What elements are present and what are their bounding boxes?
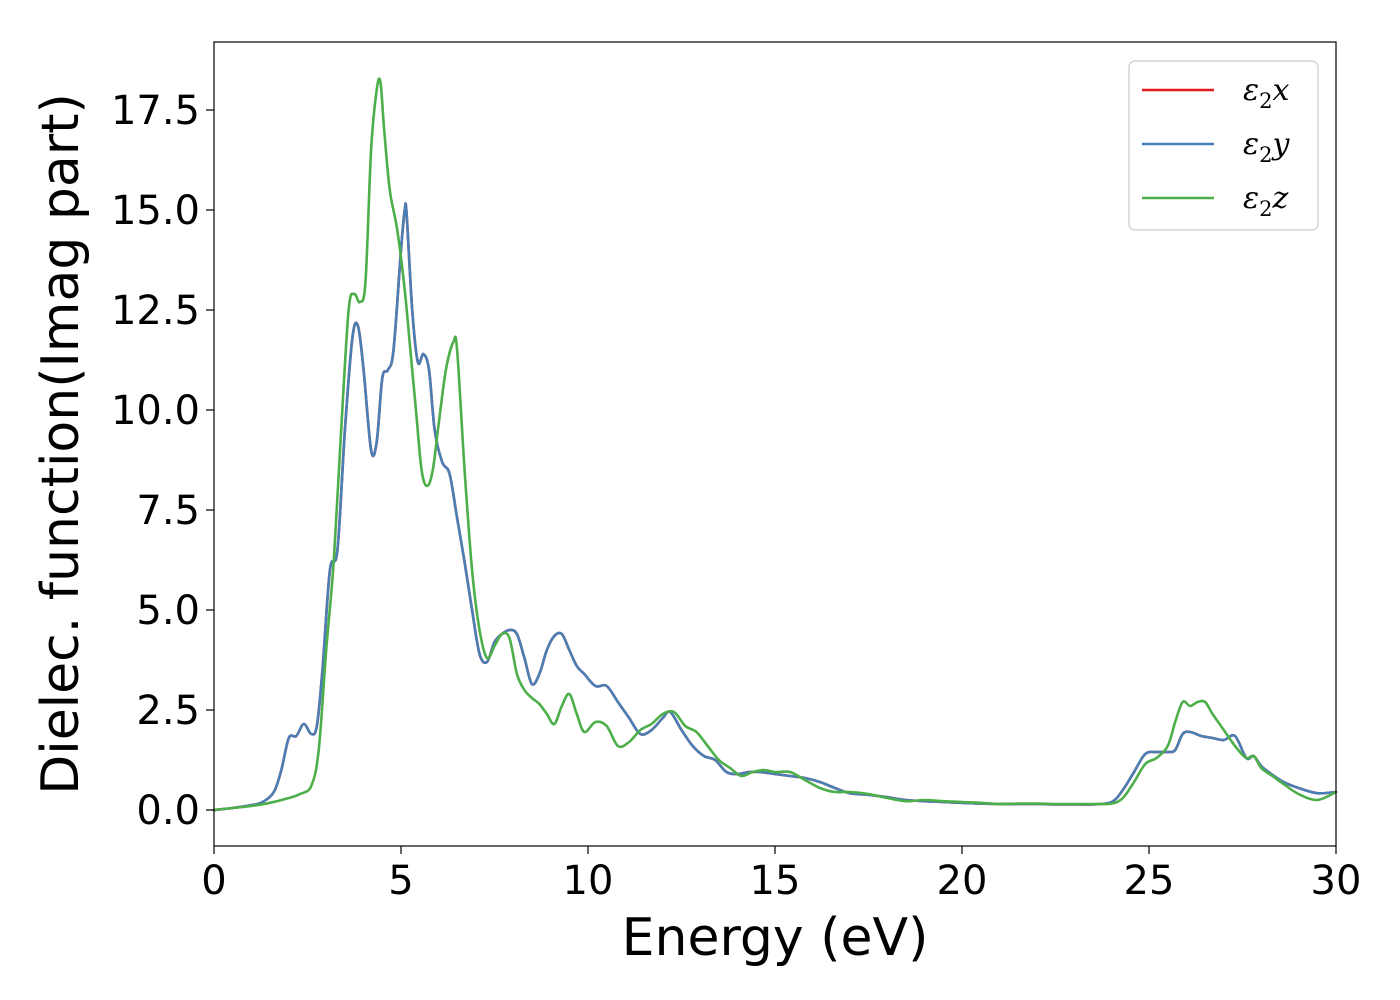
legend-label-z: ε2z [1243,181,1288,221]
y-axis-ticks: 0.0 2.5 5.0 7.5 10.0 12.5 15.0 17.5 [111,88,214,834]
y-tick-label: 5.0 [136,588,200,634]
y-tick-label: 0.0 [136,788,200,834]
x-tick-label: 25 [1124,858,1175,904]
y-tick-label: 10.0 [111,388,200,434]
series-layer [212,77,1338,812]
x-tick-label: 0 [201,858,226,904]
y-tick-label: 7.5 [136,488,200,534]
series-line-y [212,202,1338,812]
y-tick-label: 15.0 [111,188,200,234]
legend-box [1128,60,1319,231]
y-tick-label: 2.5 [136,688,200,734]
x-tick-label: 10 [563,858,614,904]
x-tick-label: 15 [750,858,801,904]
y-tick-label: 17.5 [111,88,200,134]
legend-label-y: ε2y [1243,127,1290,167]
legend-label-x: ε2x [1243,73,1289,113]
x-tick-label: 5 [388,858,413,904]
series-line-z [212,77,1338,812]
y-axis-title: Dielec. function(Imag part) [31,93,91,795]
y-tick-label: 12.5 [111,288,200,334]
x-tick-label: 20 [937,858,988,904]
x-axis-ticks: 0 5 10 15 20 25 30 [201,846,1361,904]
x-tick-label: 30 [1311,858,1362,904]
legend: ε2x ε2y ε2z [1128,60,1319,231]
x-axis-title: Energy (eV) [622,908,929,968]
